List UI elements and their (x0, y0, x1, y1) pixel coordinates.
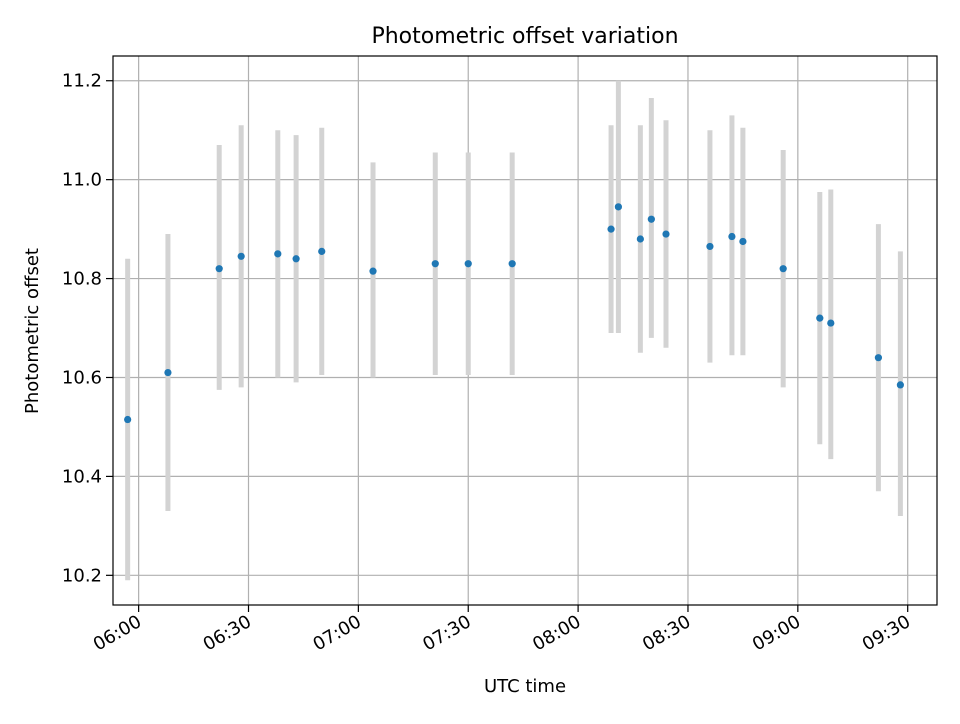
data-point (728, 232, 736, 241)
grid-lines (113, 56, 937, 605)
y-tick-label: 10.8 (62, 269, 102, 290)
data-point (274, 250, 282, 258)
data-points (124, 203, 904, 424)
y-tick-label: 10.6 (62, 367, 102, 388)
data-point (636, 235, 644, 243)
data-point (124, 415, 132, 424)
y-tick-label: 10.4 (62, 466, 102, 487)
data-point (874, 354, 883, 362)
x-axis-label: UTC time (484, 676, 566, 697)
y-tick-label: 10.2 (62, 565, 102, 586)
data-point (431, 260, 439, 268)
data-point (816, 314, 824, 322)
data-point (237, 252, 245, 260)
data-point (369, 267, 377, 275)
data-point (739, 237, 747, 246)
chart-title: Photometric offset variation (371, 24, 678, 49)
data-point (706, 242, 714, 251)
data-point (292, 255, 300, 263)
data-point (164, 368, 172, 377)
data-point (464, 260, 472, 268)
y-axis-label: Photometric offset (22, 248, 43, 414)
plot-area-frame (112, 55, 938, 606)
y-tick-label: 11.0 (62, 170, 102, 191)
data-point (318, 247, 326, 255)
data-point (607, 225, 615, 233)
data-point (215, 265, 223, 273)
data-point (662, 230, 670, 238)
data-point (508, 260, 516, 268)
data-point (896, 381, 904, 389)
data-point (614, 203, 622, 211)
y-tick-label: 11.2 (62, 71, 102, 92)
data-point (647, 215, 655, 223)
data-point (779, 265, 787, 273)
data-point (827, 319, 835, 327)
y-axis-ticks: 10.2 10.4 10.6 10.8 11.0 11.2 (62, 71, 113, 586)
